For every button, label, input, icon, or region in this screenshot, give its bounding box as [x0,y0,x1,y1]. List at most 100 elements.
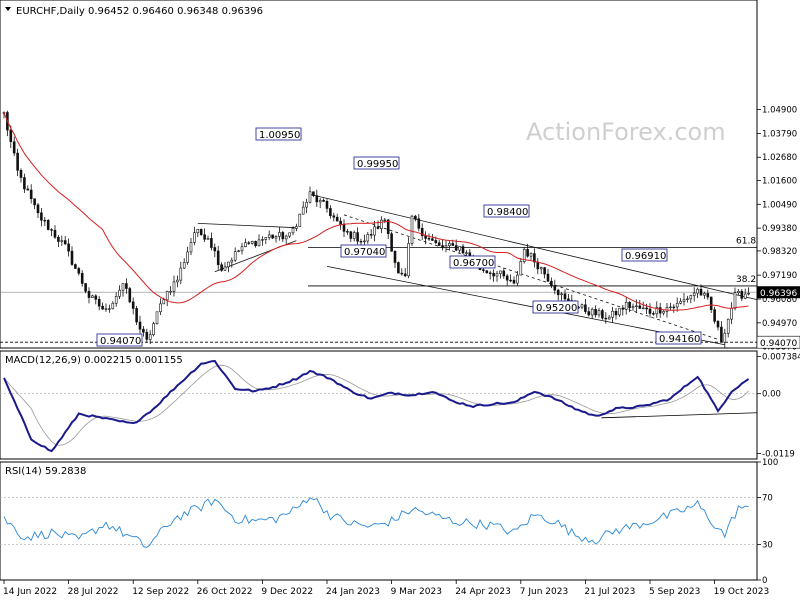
candle [332,212,336,222]
candle-body [138,321,142,330]
candle-body [427,238,431,240]
candle-body [747,292,750,295]
candle-body [16,152,19,171]
candle-body [410,215,414,244]
candle-body [380,219,383,229]
price-label-box [532,300,579,314]
candle-body [295,226,298,229]
candle [692,287,696,302]
candle-body [329,208,332,217]
candle-body [465,252,468,254]
candle [621,304,625,316]
candle-body [227,261,230,268]
candle [669,302,672,311]
candle [240,242,244,255]
candle-body [179,267,183,281]
candle-body [352,232,356,239]
candle [444,240,448,253]
macd-line [3,359,750,453]
candle [152,321,155,337]
candle-body [278,232,281,237]
candle [553,279,557,295]
price-label-text: 0.99950 [357,159,398,170]
candle [495,270,499,282]
candle-body [40,212,43,221]
macd-tick-label: 0.00 [762,390,781,400]
candle [380,216,383,234]
candle [308,186,312,204]
candle-body [121,283,125,291]
fib-label: 61.8 [736,236,756,246]
candle [366,231,370,244]
candle [250,240,254,245]
candle-body [186,251,189,263]
candle [349,230,353,242]
candle [607,315,611,320]
candle [369,229,373,239]
watermark: ActionForex.com [526,118,726,146]
candle-body [624,301,628,310]
price-label-text: 0.94160 [659,334,700,345]
candle-body [101,305,104,310]
candle-body [519,261,523,276]
candle [257,234,261,247]
x-tick-label: 24 Jan 2023 [326,587,380,597]
x-tick-label: 21 Jul 2023 [584,587,635,597]
price-label-text: 1.00950 [259,130,300,141]
candle [29,184,33,204]
candle [216,245,220,270]
candle-body [318,199,322,203]
candle [352,230,356,242]
candle [325,199,329,213]
candle [403,268,407,278]
candle-body [288,232,291,237]
candle-body [70,250,74,265]
candle-body [216,250,220,266]
y-tick-label: 1.00490 [762,200,797,210]
candle [733,287,737,311]
price-label: 0.98400 [483,204,530,218]
candle-body [60,240,64,242]
candle-body [709,296,713,310]
candle [182,258,186,269]
candle [142,326,145,337]
candle-body [233,251,237,261]
candle [318,197,322,209]
candle-body [298,213,302,227]
dropdown-triangle-icon[interactable] [5,7,11,11]
candle-body [152,323,155,335]
candle-body [696,288,699,294]
candle [108,304,111,313]
candle-body [19,170,23,178]
candle [502,268,506,279]
candle-body [84,283,87,292]
price-label: 0.95200 [532,300,579,314]
candle-body [108,308,111,310]
candle-body [614,310,618,316]
candle [43,216,47,227]
candle-body [155,311,159,324]
candle [601,308,604,320]
candle [529,252,533,260]
candle-body [590,308,594,316]
candle-body [97,298,101,307]
candle [53,225,57,239]
candle [77,266,81,276]
candle-body [189,242,193,253]
candle-body [434,240,438,244]
candle-body [162,299,166,305]
rsi-tick-label: 70 [762,493,773,503]
candle [9,125,13,149]
candle-body [322,199,325,202]
candle [322,198,325,202]
candle [189,238,193,256]
candle-body [505,275,509,281]
candle [193,226,196,246]
candle-body [597,310,601,316]
candle [274,235,278,243]
candle [305,198,308,214]
candle [227,261,230,273]
candle [104,303,108,312]
candle [291,226,295,236]
